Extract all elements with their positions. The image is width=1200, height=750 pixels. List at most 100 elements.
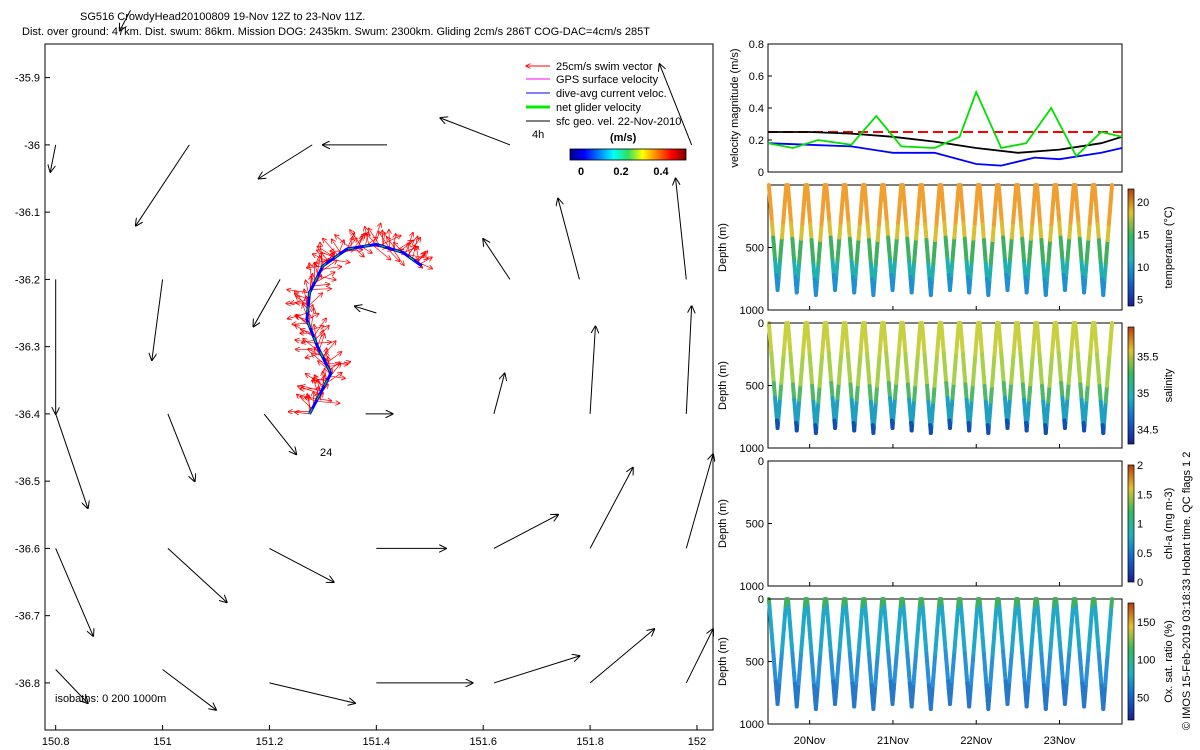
colorbar-tick-label: 1 [1137, 519, 1143, 531]
dive-profile-segment [1062, 280, 1067, 292]
copyright-watermark: © IMOS 15-Feb-2019 03:18:33 Hobart time.… [1181, 452, 1193, 730]
swim-vector [295, 412, 310, 414]
velocity-series-line-1 [768, 131, 1123, 154]
dive-profile-segment [851, 696, 857, 709]
swim-vector [301, 340, 315, 343]
swim-vector [300, 396, 318, 398]
legend-item-gps: GPS surface velocity [526, 74, 659, 86]
depth-y-tick-label: 500 [746, 381, 764, 393]
figure-title: SG516 CrowdyHead20100809 19-Nov 12Z to 2… [80, 11, 365, 23]
swim-vector [295, 316, 307, 321]
colorbar-salinity [1127, 326, 1135, 445]
legend-item-swim: 25cm/s swim vector [526, 61, 653, 73]
depth-y-label: Depth (m) [717, 223, 729, 272]
swim-vector [305, 353, 321, 358]
swim-vector [307, 266, 323, 268]
colorbar-tick-label: 15 [1137, 230, 1149, 242]
dive-profile-segment [851, 420, 857, 433]
velocity-y-tick-label: 0.4 [749, 103, 764, 115]
map-x-tick-label: 151.4 [363, 736, 391, 748]
swim-vector [316, 342, 331, 343]
dive-profile-segment [851, 282, 857, 295]
swim-vector [408, 243, 410, 258]
date-tick-label: 22Nov [960, 735, 992, 747]
map-axes-frame [44, 43, 714, 731]
dive-profile-segment [1004, 694, 1010, 706]
swim-vector [322, 341, 336, 357]
depth-panel-temperature: 500 1000 Depth (m) 5 10 15 20 temperature (°C) [717, 183, 1175, 317]
depth-panel-oxygen: 0 500 1000 Depth (m) 50 100 150 Ox. sat. ratio … [717, 594, 1175, 731]
geostrophic-arrow [152, 279, 164, 360]
swim-vector [321, 267, 341, 270]
geostrophic-arrow [685, 454, 713, 549]
geostrophic-arrow [269, 547, 333, 582]
colorbar-temperature [1127, 188, 1135, 307]
map-x-tick-label: 151 [153, 736, 171, 748]
dive-profile-segment [889, 418, 895, 430]
swim-vector [386, 247, 399, 261]
dive-profile-segment [947, 694, 952, 706]
geostrophic-arrow [50, 144, 57, 172]
dive-profile-segment [889, 694, 895, 706]
swim-vector [325, 352, 342, 364]
swim-vector [287, 290, 310, 294]
depth-y-label: Depth (m) [717, 499, 729, 548]
dive-profile-segment [985, 423, 991, 435]
colorbar-tick-label: 35.5 [1137, 351, 1158, 363]
map-y-tick-label: -36 [24, 140, 40, 152]
colorbar-tick-label: 20 [1137, 197, 1149, 209]
map-y-tick-label: -36.6 [15, 543, 40, 555]
velocity-series-line-3 [767, 89, 1123, 158]
dive-profile-segment [813, 423, 818, 435]
swim-vector [318, 334, 324, 351]
figure-subtitle: Dist. over ground: 47km. Dist. swum: 86k… [22, 26, 650, 38]
swim-vector [323, 238, 339, 256]
colorbar-label-temperature: temperature (°C) [1163, 206, 1175, 288]
map-legend: 25cm/s swim vector GPS surface velocity … [526, 61, 687, 178]
time-label-24: 24 [320, 447, 332, 459]
legend-label-net: net glider velocity [556, 102, 641, 114]
swim-vector [329, 362, 340, 371]
depth-y-label: Depth (m) [717, 361, 729, 410]
geostrophic-arrow [589, 629, 654, 684]
geostrophic-arrow [440, 118, 511, 146]
swim-vector [311, 379, 329, 381]
map-y-tick-label: -36.2 [15, 274, 40, 286]
dive-profile-segment [832, 280, 838, 292]
swim-vector [300, 329, 313, 334]
map-y-tick-label: -36.3 [15, 342, 40, 354]
colorbar-tick-label: 0 [1137, 577, 1143, 589]
dive-profile-segment [1081, 696, 1087, 709]
swim-vector [350, 230, 362, 247]
dive-profile-segment [794, 696, 799, 709]
geostrophic-arrow [55, 548, 93, 635]
swim-vector [325, 373, 342, 384]
swim-vector [317, 275, 336, 280]
dive-profile-segment [774, 694, 780, 706]
swim-vector [297, 394, 313, 410]
dive-profile-segment [966, 696, 972, 709]
geostrophic-arrow [685, 629, 713, 684]
colorbar-oxygen [1127, 602, 1135, 721]
dive-profile-segment [774, 280, 780, 292]
swim-vector [307, 293, 322, 307]
swim-vector [346, 238, 357, 250]
colorbar-tick-label: 50 [1137, 692, 1149, 704]
geostrophic-arrow [483, 239, 511, 280]
map-y-tick-label: -36.8 [15, 678, 40, 690]
swim-vector [416, 246, 420, 265]
swim-vector [335, 235, 351, 249]
dive-profile-segment [832, 418, 838, 430]
velocity-y-tick-label: 0.2 [749, 135, 764, 147]
dive-profile-segment [1100, 423, 1106, 435]
time-label-4h: 4h [532, 129, 544, 141]
map-x-tick-label: 150.8 [42, 736, 70, 748]
swim-vector [311, 289, 331, 290]
map-y-tick-label: -36.4 [15, 409, 40, 421]
map-colorbar-tick-2: 0.4 [653, 166, 669, 178]
geostrophic-arrow [167, 413, 195, 481]
climb-profile-segment [1109, 597, 1115, 609]
swim-vector [331, 259, 350, 263]
